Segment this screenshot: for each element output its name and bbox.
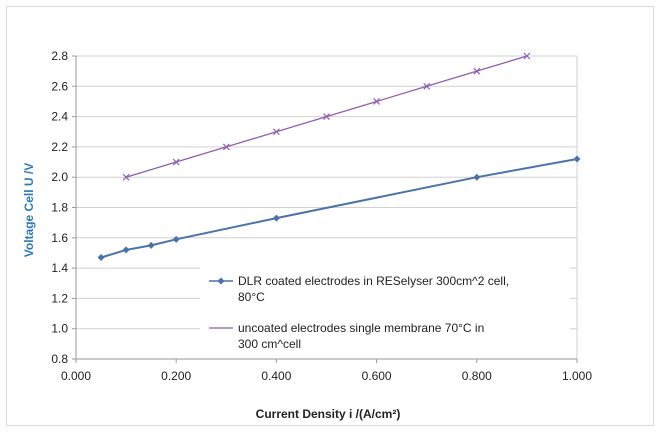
series-1: [97, 155, 581, 261]
data-point-diamond: [473, 173, 481, 181]
legend-label-2b: 300 cm^cell: [238, 337, 301, 351]
data-point-diamond: [272, 214, 280, 222]
data-point-x: [423, 82, 431, 90]
y-tick-label: 2.2: [51, 140, 68, 154]
y-axis-title: Voltage Cell U /V: [22, 163, 36, 257]
y-tick-label: 2.8: [51, 49, 68, 63]
data-point-x: [473, 67, 481, 75]
y-tick-label: 1.6: [51, 231, 68, 245]
y-tick-labels: 0.8 1.0 1.2 1.4 1.6 1.8 2.0 2.2 2.4 2.6 2.8: [51, 49, 68, 366]
data-point-x: [122, 173, 130, 181]
data-point-x: [272, 128, 280, 136]
legend-entry-2: uncoated electrodes single membrane 70°C…: [209, 321, 484, 351]
data-point-x: [373, 98, 381, 105]
axes: [72, 55, 578, 363]
x-tick-labels: 0.000 0.200 0.400 0.600 0.800 1.000: [61, 369, 592, 383]
legend-label-2a: uncoated electrodes single membrane 70°C…: [238, 321, 484, 335]
data-point-diamond: [573, 155, 581, 163]
x-tick-label: 0.600: [362, 369, 392, 383]
y-tick-label: 2.4: [51, 110, 68, 124]
y-tick-label: 2.6: [51, 79, 68, 93]
series-group: [97, 52, 581, 261]
series-line-1: [100, 158, 578, 259]
legend-label-1a: DLR coated electrodes in RESelyser 300cm…: [238, 274, 509, 288]
x-tick-label: 0.200: [161, 369, 191, 383]
data-point-x: [523, 52, 531, 60]
x-tick-label: 1.000: [562, 369, 592, 383]
series-2: [122, 52, 531, 181]
data-point-x: [172, 158, 180, 166]
y-tick-label: 1.8: [51, 201, 68, 215]
data-point-diamond: [97, 253, 105, 261]
x-tick-label: 0.800: [462, 369, 492, 383]
x-axis-title: Current Density i /(A/cm²): [256, 407, 401, 421]
y-tick-label: 0.8: [51, 352, 68, 366]
x-tick-label: 0.400: [261, 369, 291, 383]
chart-frame: [6, 6, 654, 426]
data-point-diamond: [122, 246, 130, 254]
x-tick-label: 0.000: [61, 369, 91, 383]
data-point-x: [323, 113, 330, 121]
y-tick-label: 1.2: [51, 291, 68, 305]
legend-marker-diamond: [217, 277, 225, 285]
legend-entry-1: DLR coated electrodes in RESelyser 300cm…: [209, 274, 509, 304]
data-point-x: [222, 143, 230, 151]
legend-label-1b: 80°C: [238, 290, 265, 304]
y-tick-label: 2.0: [51, 170, 68, 184]
data-point-diamond: [172, 235, 180, 243]
legend-box: [200, 262, 570, 352]
legend: DLR coated electrodes in RESelyser 300cm…: [200, 262, 570, 352]
y-tick-label: 1.4: [51, 261, 68, 275]
data-point-diamond: [147, 241, 155, 249]
y-tick-label: 1.0: [51, 322, 68, 336]
